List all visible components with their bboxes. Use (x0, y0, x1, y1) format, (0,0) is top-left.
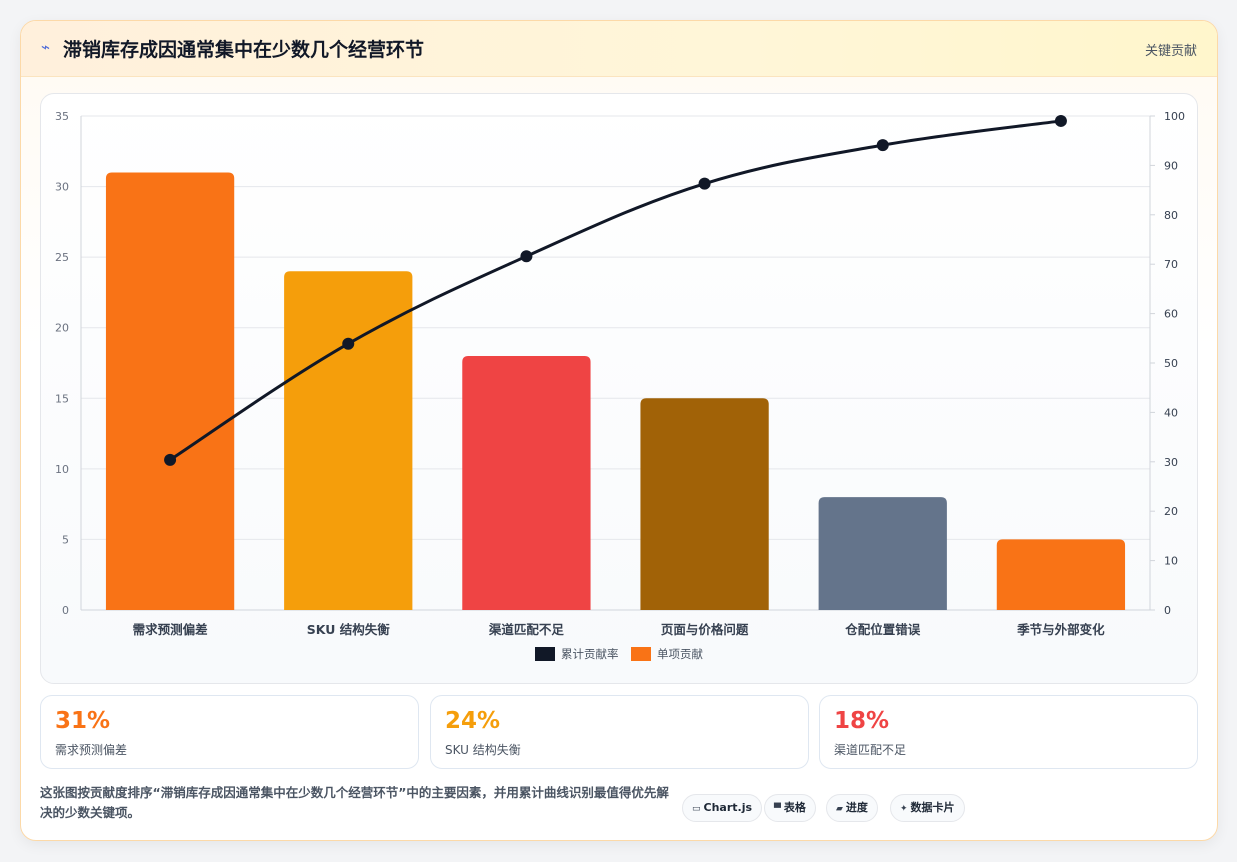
pill-chartjs[interactable]: ▭ Chart.js (682, 794, 763, 822)
x-tick-label: 季节与外部变化 (1016, 622, 1105, 637)
x-tick-label: SKU 结构失衡 (307, 622, 390, 637)
bar (996, 539, 1126, 610)
chart-container: 0 5 10 15 20 25 30 35 0 10 20 30 40 50 60 70 80 90 100 需求预测… (40, 93, 1198, 684)
y-left-tick-label: 35 (55, 110, 69, 123)
y-left-tick-label: 30 (55, 181, 69, 194)
x-tick-label: 需求预测偏差 (133, 622, 208, 637)
cumulative-point (342, 337, 355, 350)
cumulative-point (520, 250, 533, 263)
stat-label: SKU 结构失衡 (445, 743, 521, 757)
y-right-tick-label: 100 (1164, 110, 1185, 123)
progress-icon: ▰ (836, 804, 843, 814)
y-right-tick-label: 50 (1164, 357, 1178, 370)
y-right-tick-label: 90 (1164, 159, 1178, 172)
pill-label: 数据卡片 (910, 801, 955, 814)
cumulative-point (164, 453, 177, 466)
x-tick-label: 渠道匹配不足 (489, 622, 565, 637)
header-tag: 关键贡献 (1144, 44, 1197, 59)
y-right-tick-label: 0 (1164, 604, 1171, 617)
stat-card-3: 18% 渠道匹配不足 (819, 695, 1198, 769)
cumulative-line (169, 119, 1062, 462)
page-title: 滞销库存成因通常集中在少数几个经营环节 (63, 39, 425, 61)
y-left-tick-label: 25 (55, 251, 69, 264)
y-left-tick-label: 5 (62, 533, 69, 546)
bar (640, 398, 769, 610)
cumulative-point (698, 177, 711, 190)
y-left-tick-label: 0 (62, 604, 69, 617)
pill-data-card[interactable]: ✦ 数据卡片 (890, 794, 965, 822)
stat-card-1: 31% 需求预测偏差 (40, 695, 419, 769)
chart-icon: ▭ (692, 804, 701, 814)
cumulative-point (1054, 114, 1067, 127)
legend-label: 累计贡献率 (561, 647, 619, 661)
stat-card-2: 24% SKU 结构失衡 (430, 695, 809, 769)
bar (818, 497, 947, 610)
stat-value: 18% (834, 708, 890, 734)
stat-label: 需求预测偏差 (55, 743, 128, 757)
y-right-tick-label: 40 (1164, 406, 1178, 419)
stat-label: 渠道匹配不足 (834, 743, 907, 757)
y-right-tick-label: 80 (1164, 209, 1178, 222)
y-left-tick-label: 15 (55, 392, 69, 405)
y-left-tick-label: 20 (55, 322, 69, 335)
table-icon: ▀ (774, 804, 781, 814)
y-left-tick-label: 10 (55, 463, 69, 476)
cumulative-point (876, 139, 889, 152)
y-right-tick-label: 30 (1164, 456, 1178, 469)
pill-table[interactable]: ▀ 表格 (764, 794, 816, 822)
pareto-chart: 0 5 10 15 20 25 30 35 0 10 20 30 40 50 60 70 80 90 100 需求预测… (55, 110, 1185, 661)
x-tick-label: 页面与价格问题 (661, 622, 749, 637)
legend-label: 单项贡献 (657, 647, 703, 661)
stat-value: 24% (445, 708, 501, 734)
bar (105, 172, 235, 610)
pill-progress[interactable]: ▰ 进度 (826, 794, 878, 822)
sparkle-icon: ✦ (900, 804, 908, 814)
y-right-tick-label: 60 (1164, 308, 1178, 321)
pill-label: 进度 (845, 801, 868, 814)
lightning-icon: ⌁ (41, 38, 51, 56)
pill-label: Chart.js (703, 801, 753, 814)
y-right-tick-label: 70 (1164, 258, 1178, 271)
bar (284, 271, 413, 610)
stat-value: 31% (55, 708, 111, 734)
x-tick-label: 仓配位置错误 (844, 622, 921, 637)
chart-card: ⌁ 滞销库存成因通常集中在少数几个经营环节 关键贡献 0 5 10 15 20 25 30 3… (20, 20, 1218, 841)
bar (462, 355, 591, 610)
legend-swatch (535, 647, 555, 661)
y-right-tick-label: 20 (1164, 505, 1178, 518)
chart-description: 这张图按贡献度排序“滞销库存成因通常集中在少数几个经营环节”中的主要因素，并用累… (40, 785, 669, 820)
pill-label: 表格 (783, 801, 806, 814)
legend-swatch (631, 647, 651, 661)
y-right-tick-label: 10 (1164, 555, 1178, 568)
card-header: ⌁ 滞销库存成因通常集中在少数几个经营环节 关键贡献 (21, 21, 1217, 77)
